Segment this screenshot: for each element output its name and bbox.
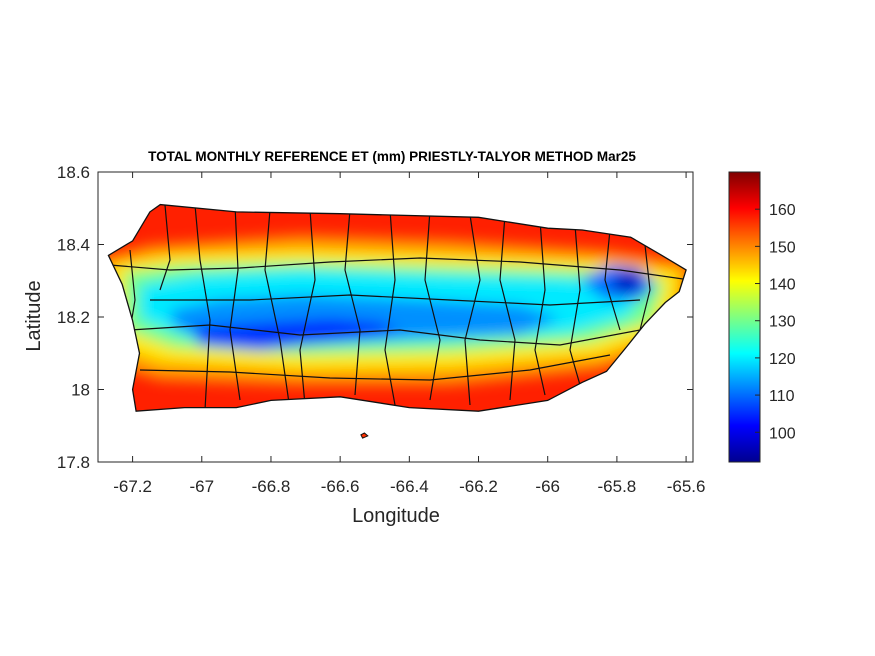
island-heatmap	[108, 204, 687, 412]
municipality-boundary	[344, 209, 361, 396]
municipality-boundary	[109, 257, 687, 281]
x-tick-label: -66	[535, 477, 560, 496]
colorbar-tick-label: 160	[769, 202, 796, 219]
municipality-boundary	[424, 209, 441, 401]
colorbar-tick-label: 120	[769, 351, 796, 368]
colorbar-ticks: 100 110 120 130 140 150 160	[755, 202, 796, 442]
x-tick-label: -67.2	[113, 477, 152, 496]
x-tick-label: -65.8	[598, 477, 637, 496]
y-tick-label: 18.2	[57, 308, 90, 327]
municipality-boundary	[129, 324, 641, 346]
x-axis-label: Longitude	[352, 505, 440, 527]
municipality-boundary	[569, 224, 581, 386]
y-axis-ticks: 17.8 18 18.2 18.4 18.6	[57, 163, 693, 472]
municipality-boundary	[194, 204, 211, 411]
x-tick-label: -66.2	[459, 477, 498, 496]
y-tick-label: 18	[71, 381, 90, 400]
municipality-boundary	[384, 209, 396, 406]
municipality-boundary	[139, 354, 611, 381]
x-tick-label: -65.6	[667, 477, 706, 496]
municipality-boundary	[464, 214, 481, 406]
municipality-boundary	[159, 204, 171, 291]
island-outline	[107, 203, 687, 412]
band-ne-dark	[612, 270, 645, 292]
x-tick-label: -67	[189, 477, 214, 496]
municipality-boundary	[534, 219, 546, 396]
y-axis-label: Latitude	[23, 280, 45, 351]
colorbar	[728, 171, 761, 463]
y-tick-label: 18.4	[57, 236, 90, 255]
x-axis-ticks: -67.2 -67 -66.8 -66.6 -66.4 -66.2 -66 -65.8 -65.…	[113, 172, 705, 496]
y-tick-label: 18.6	[57, 163, 90, 182]
x-tick-label: -66.8	[252, 477, 291, 496]
municipality-boundary	[499, 214, 516, 401]
islet	[360, 432, 369, 439]
colorbar-tick-label: 150	[769, 239, 796, 256]
et-field	[108, 235, 687, 385]
municipality-boundary	[150, 294, 641, 306]
colorbar-tick-label: 140	[769, 277, 796, 294]
chart-title: TOTAL MONTHLY REFERENCE ET (mm) PRIESTLY…	[148, 149, 636, 164]
colorbar-tick-label: 110	[769, 388, 795, 405]
x-tick-label: -66.4	[390, 477, 429, 496]
colorbar-tick-label: 100	[769, 425, 796, 442]
municipality-boundary	[299, 209, 316, 406]
municipality-boundary	[639, 244, 651, 331]
y-tick-label: 17.8	[57, 453, 90, 472]
municipality-boundary	[604, 229, 621, 331]
x-tick-label: -66.6	[321, 477, 360, 496]
colorbar-tick-label: 130	[769, 314, 796, 331]
